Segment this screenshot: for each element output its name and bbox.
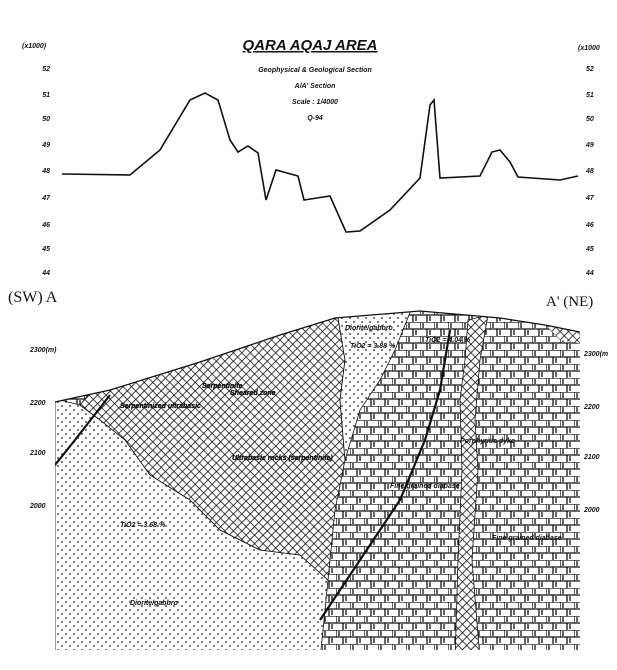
profile-line: [62, 93, 578, 232]
unit-label: TiO2 = 3.68 %: [120, 522, 166, 529]
subtitle: A/A' Section: [294, 83, 336, 90]
unit-label: TiO2 = 3.88 %: [350, 343, 396, 350]
title: QARA AQAJ AREA: [242, 37, 377, 54]
section-end: (SW) A: [8, 289, 58, 306]
right-elevations: 2300(m 2200 2100 2000: [583, 351, 608, 514]
axis-unit: (x1000: [578, 45, 600, 52]
tick-label: 51: [586, 92, 594, 99]
left-ticks: 52 51 50 49 48 47 46 45 44: [41, 66, 51, 277]
tick-label: 52: [586, 66, 594, 73]
subtitle: Geophysical & Geological Section: [258, 67, 372, 74]
tick-label: 46: [585, 222, 594, 229]
right-ticks: 52 51 50 49 48 47 46 45 44: [585, 66, 595, 277]
tick-label: 49: [585, 142, 594, 149]
elevation-label: 2000: [29, 503, 46, 510]
tick-label: 48: [41, 168, 50, 175]
tick-label: 48: [585, 168, 594, 175]
tick-label: 45: [585, 246, 594, 253]
subtitle: Scale : 1/4000: [292, 99, 338, 106]
unit-label: Diorite/gabbro: [130, 600, 179, 607]
elevation-label: 2200: [29, 400, 46, 407]
tick-label: 45: [41, 246, 50, 253]
elevation-label: 2300(m): [29, 347, 57, 354]
unit-label: Sheared zone: [230, 390, 276, 397]
tick-label: 47: [585, 195, 595, 202]
elevation-label: 2200: [583, 404, 600, 411]
tick-label: 52: [42, 66, 50, 73]
unit-label: TiO2 = 4.04 %: [425, 337, 471, 344]
unit-label: Fine grained diabase: [390, 483, 460, 490]
tick-label: 47: [41, 195, 51, 202]
unit-label: Fine grained diabase: [492, 535, 562, 542]
tick-label: 50: [42, 116, 50, 123]
elevation-label: 2100: [29, 450, 46, 457]
tick-label: 44: [585, 270, 594, 277]
tick-label: 49: [41, 142, 50, 149]
tick-label: 50: [586, 116, 594, 123]
unit-label: Serpentinite: [202, 383, 243, 390]
tick-label: 44: [41, 270, 50, 277]
unit-label: Ultrabasic rocks (serpentinite): [232, 455, 333, 462]
unit-label: Porphyritic dyke: [460, 438, 515, 445]
tick-label: 51: [42, 92, 50, 99]
elevation-label: 2000: [583, 507, 600, 514]
axis-unit: (x1000): [22, 43, 47, 50]
unit-label: Serpentinized ultrabasic: [120, 403, 201, 410]
elevation-label: 2100: [583, 454, 600, 461]
geological-section: [40, 300, 590, 660]
unit-label: Diorite/gabbro: [345, 325, 394, 332]
subtitle: Q-94: [307, 115, 323, 122]
page: QARA AQAJ AREA Geophysical & Geological …: [0, 0, 617, 665]
left-elevations: 2300(m) 2200 2100 2000: [29, 347, 57, 510]
section-end: A' (NE): [546, 294, 593, 310]
tick-label: 46: [41, 222, 50, 229]
elevation-label: 2300(m: [583, 351, 608, 358]
